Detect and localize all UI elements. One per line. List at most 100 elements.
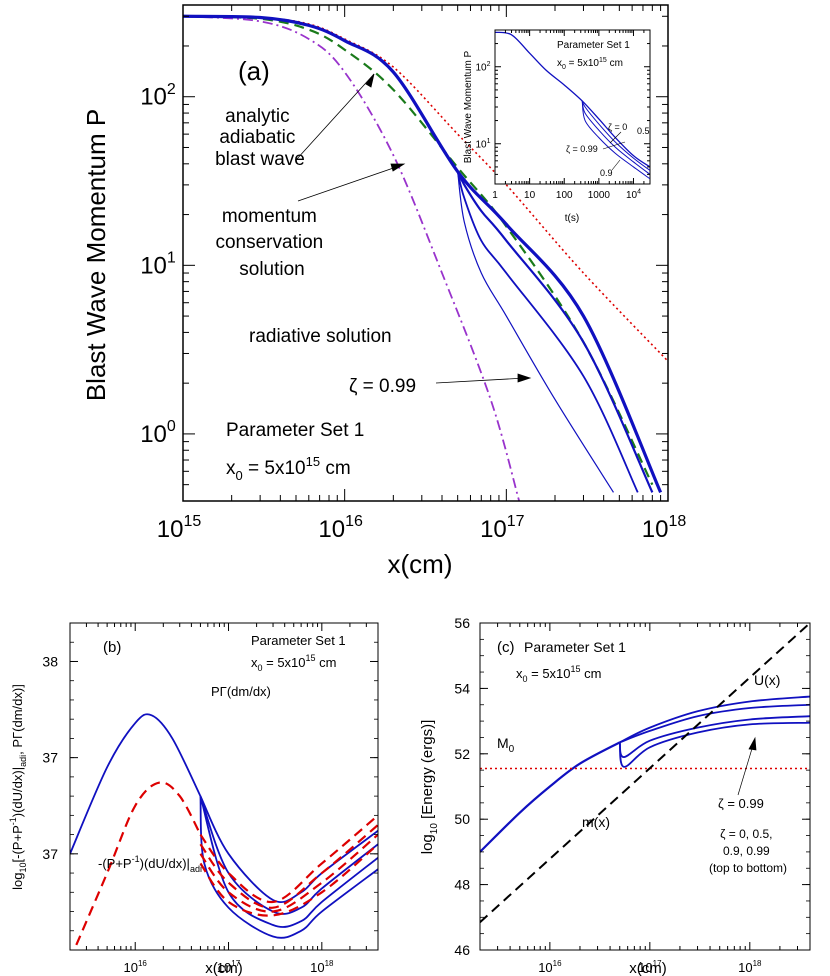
panel-b-axes: 1016 1017 1018 38 37 37 xyxy=(42,623,379,975)
inset-x-tick-label: 100 xyxy=(556,190,573,201)
inset-frame xyxy=(494,29,651,185)
panel-c: 1016 1017 1018 46 48 50 52 54 56 (c) Parameter S… xyxy=(419,615,811,976)
panel-c-frame xyxy=(479,622,811,951)
series-analytic-adiabatic xyxy=(183,15,668,362)
y-tick-label: 48 xyxy=(454,877,470,893)
inset-label-z0: ζ = 0 xyxy=(608,122,627,132)
panel-b-frame xyxy=(69,622,379,951)
inset-x-tick-label: 104 xyxy=(626,189,641,202)
param-set-c: Parameter Set 1 xyxy=(524,639,626,655)
m-label: m(x) xyxy=(582,814,610,830)
inset-ylabel: Blast Wave Momentum P xyxy=(463,50,474,163)
radiative-label: radiative solution xyxy=(249,326,392,347)
gamma-label: PΓ(dm/dx) xyxy=(211,684,271,699)
inset-label-z09: 0.9 xyxy=(600,168,613,178)
x-tick-label: 1016 xyxy=(318,513,363,543)
panel-b-xlabel: x(cm) xyxy=(205,960,243,976)
series-U-zeta-0 xyxy=(619,695,810,744)
series-U-zeta-0.9 xyxy=(618,715,810,758)
series-adi-main xyxy=(72,781,202,950)
inset-axes: 1 10 100 1000 104 101 102 xyxy=(475,29,651,202)
panel-a-frame xyxy=(182,4,669,502)
panel-a: 1015 1016 1017 1018 100 101 102 (a) analytic a… xyxy=(81,4,686,579)
panel-a-label: (a) xyxy=(238,56,270,86)
inset-x0: x0 = 5x1015 cm xyxy=(557,57,623,71)
inset-arrows xyxy=(602,131,626,171)
inset-label-z099: ζ = 0.99 xyxy=(566,144,598,154)
panel-c-curves xyxy=(480,623,810,923)
x0-label-c: x0 = 5x1015 cm xyxy=(516,664,602,684)
y-tick-label: 102 xyxy=(140,81,176,111)
adiabatic-arrow xyxy=(295,73,375,161)
series-adi-branch-1 xyxy=(199,814,378,904)
y-tick-label: 101 xyxy=(140,250,176,280)
x-tick-label: 1016 xyxy=(124,959,148,975)
zeta-label-a: ζ = 0.99 xyxy=(349,376,416,397)
series-U-zeta-0.5 xyxy=(619,703,810,744)
inset: 1 10 100 1000 104 101 102 Parameter Set 1 x0 =… xyxy=(463,29,651,224)
y-tick-label: 38 xyxy=(42,653,58,669)
series-adi-branch-2 xyxy=(199,824,378,909)
param-set-a: Parameter Set 1 xyxy=(226,420,364,441)
zeta-arrow-a xyxy=(435,373,532,384)
inset-x-tick-label: 1 xyxy=(492,190,498,201)
y-tick-label: 52 xyxy=(454,746,470,762)
x-tick-label: 1017 xyxy=(480,513,525,543)
panel-b: 1016 1017 1018 38 37 37 (b) Parameter Set 1 x… xyxy=(8,622,379,976)
series-radiative xyxy=(183,15,521,501)
series-zeta-0.99 xyxy=(457,171,614,493)
series-gamma-branch-2 xyxy=(199,795,378,915)
series-zeta-0.5 xyxy=(456,171,654,493)
x-tick-label: 1018 xyxy=(738,959,762,975)
series-inset-1 xyxy=(581,100,650,171)
panel-a-curves xyxy=(183,14,668,501)
M0-label: M0 xyxy=(497,735,515,755)
y-tick-label: 100 xyxy=(140,418,176,448)
panel-a-xlabel: x(cm) xyxy=(388,549,453,579)
series-gamma-main xyxy=(70,713,202,855)
panel-a-ylabel: Blast Wave Momentum P xyxy=(81,109,111,401)
series-U-main xyxy=(480,741,621,853)
y-tick-label: 50 xyxy=(454,811,470,827)
series-adi-branch-4 xyxy=(199,843,378,917)
panel-b-label: (b) xyxy=(103,639,121,656)
inset-y-tick-label: 101 xyxy=(475,138,490,151)
U-label: U(x) xyxy=(754,672,780,688)
inset-curves xyxy=(495,31,650,180)
y-tick-label: 37 xyxy=(42,846,58,862)
series-m(x) xyxy=(480,623,810,923)
y-tick-label: 46 xyxy=(454,942,470,958)
series-zeta-0 xyxy=(183,14,663,494)
x0-label-b: x0 = 5x1015 cm xyxy=(251,653,337,673)
x-tick-label: 1017 xyxy=(638,959,662,975)
adi-label: -(P+P-1)(dU/dx)|adi xyxy=(98,854,202,874)
series-adi-branch-3 xyxy=(199,833,378,913)
zeta-arrow-c xyxy=(737,736,757,796)
series-U-zeta-0.99 xyxy=(618,721,810,768)
zeta-label-c: ζ = 0.99 xyxy=(718,796,764,811)
series-zeta-0.9 xyxy=(456,171,639,493)
inset-xlabel: t(s) xyxy=(565,213,579,224)
panel-b-curves xyxy=(70,713,378,950)
inset-y-tick-label: 102 xyxy=(475,61,490,74)
x0-label-a: x0 = 5x1015 cm xyxy=(226,454,351,483)
panel-b-ylabel: log10[-(P+P-1)(dU/dx)|adi, PΓ(dm/dx)] xyxy=(8,684,28,890)
panel-c-label: (c) xyxy=(497,639,515,656)
x-tick-label: 1018 xyxy=(642,513,687,543)
series-gamma-branch-4 xyxy=(199,796,378,939)
inset-x-tick-label: 1000 xyxy=(588,190,611,201)
panel-c-axes: 1016 1017 1018 46 48 50 52 54 56 xyxy=(454,615,811,975)
param-set-b: Parameter Set 1 xyxy=(251,633,346,648)
x-tick-label: 1015 xyxy=(157,513,202,543)
x-tick-label: 1018 xyxy=(310,959,334,975)
series-inset-3 xyxy=(581,100,650,180)
panel-a-axes: 1015 1016 1017 1018 100 101 102 xyxy=(140,5,686,543)
y-tick-label: 56 xyxy=(454,615,470,631)
adiabatic-label: analytic adiabatic blast wave xyxy=(215,106,305,170)
panel-c-ylabel: log10 [Energy (ergs)] xyxy=(419,720,440,855)
momentum-arrow xyxy=(297,163,406,202)
series-inset-2 xyxy=(581,100,650,175)
momentum-label: momentum conservation solution xyxy=(215,206,328,280)
series-inset-0 xyxy=(495,31,650,168)
